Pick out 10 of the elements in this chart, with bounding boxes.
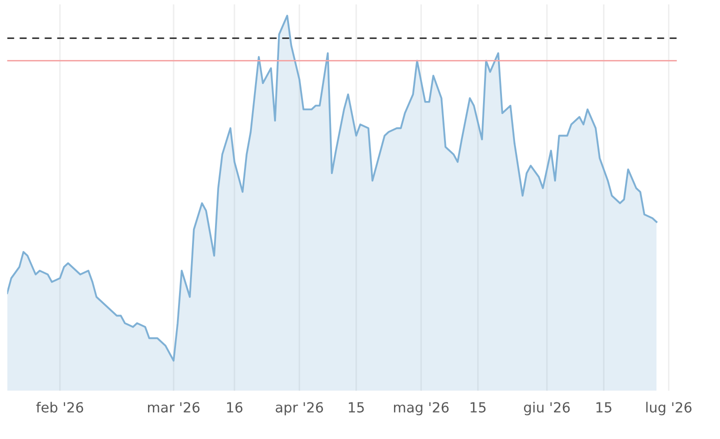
x-tick-label: feb '26 (36, 402, 84, 413)
x-tick-label: 15 (596, 402, 612, 413)
x-tick-label: 15 (348, 402, 364, 413)
x-tick-label: mar '26 (148, 402, 200, 413)
x-tick-label: giu '26 (524, 402, 570, 416)
x-tick-label: 15 (470, 402, 486, 413)
x-tick-label: apr '26 (276, 402, 323, 416)
x-tick-label: mag '26 (394, 402, 449, 416)
x-tick-label: 16 (227, 402, 242, 413)
x-tick-label: lug '26 (646, 402, 692, 416)
